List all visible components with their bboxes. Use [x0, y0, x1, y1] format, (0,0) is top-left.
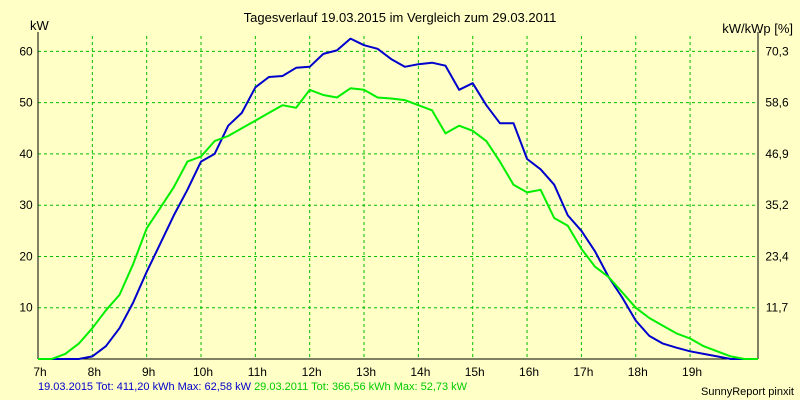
x-tick-label: 13h	[356, 365, 376, 379]
series-line-2	[38, 87, 758, 360]
x-tick-label: 18h	[628, 365, 648, 379]
footer-series-1-summary: 19.03.2015 Tot: 411,20 kWh Max: 62,58 kW	[38, 381, 251, 393]
x-tick-label: 8h	[88, 365, 101, 379]
x-tick-label: 16h	[519, 365, 539, 379]
y-tick-label-left: 10	[19, 301, 33, 315]
y-tick-label-right: 35,2	[765, 198, 789, 212]
chart-title: Tagesverlauf 19.03.2015 im Vergleich zum…	[243, 10, 557, 25]
x-tick-label: 7h	[33, 365, 46, 379]
series-line-1	[38, 37, 758, 360]
chart-footer: 19.03.2015 Tot: 411,20 kWh Max: 62,58 kW…	[38, 381, 467, 393]
y-tick-label-right: 11,7	[766, 301, 789, 315]
y-tick-label-right: 58,6	[765, 96, 789, 110]
x-tick-label: 15h	[465, 365, 485, 379]
right-axis-unit: kW/kWp [%]	[722, 21, 793, 36]
y-tick-label-right: 70,3	[765, 44, 789, 58]
x-tick-label: 17h	[573, 365, 593, 379]
x-tick-label: 10h	[193, 365, 213, 379]
x-tick-label: 12h	[302, 365, 322, 379]
y-tick-label-left: 20	[19, 249, 33, 263]
y-tick-label-left: 40	[19, 147, 33, 161]
y-tick-label-left: 30	[19, 198, 33, 212]
footer-series-2-summary: 29.03.2011 Tot: 366,56 kWh Max: 52,73 kW	[254, 381, 468, 393]
y-tick-label-right: 46,9	[765, 147, 789, 161]
x-tick-label: 9h	[142, 365, 155, 379]
x-tick-label: 11h	[248, 365, 267, 379]
y-tick-label-left: 60	[19, 44, 33, 58]
left-axis-unit: kW	[30, 18, 49, 33]
x-tick-label: 14h	[410, 365, 430, 379]
credit-text: SunnyReport pinxit	[701, 386, 794, 398]
y-tick-label-left: 50	[19, 96, 33, 110]
x-tick-label: 19h	[682, 365, 702, 379]
y-tick-label-right: 23,4	[765, 249, 789, 263]
